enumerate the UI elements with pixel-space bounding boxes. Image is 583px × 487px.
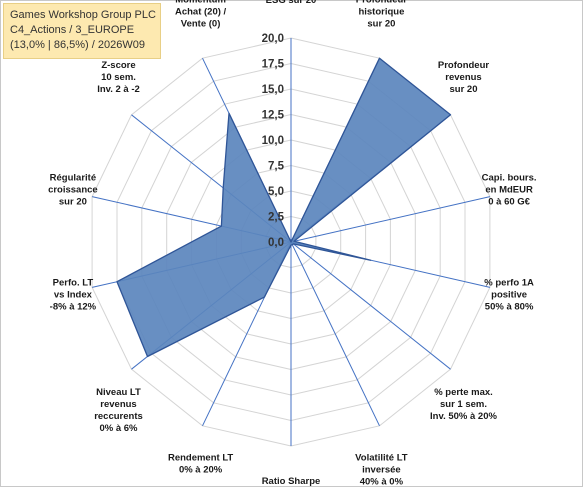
axis-label-line: sur 20 (367, 18, 395, 29)
axis-label-line: Régularité (50, 173, 96, 184)
tick-label: 0,0 (268, 237, 284, 249)
tick-label: 7,5 (268, 161, 285, 173)
axis-label-line: croissance (48, 185, 98, 196)
axis-label-line: revenus (100, 399, 136, 410)
axis-label-line: 40% à 0% (360, 477, 404, 487)
chart-title-box: Games Workshop Group PLC C4_Actions / 3_… (3, 3, 161, 59)
axis-label-line: 50% à 80% (485, 302, 534, 313)
tick-label: 15,0 (262, 84, 284, 96)
axis-label-line: Profondeur (356, 0, 407, 5)
tick-label: 17,5 (262, 59, 285, 71)
axis-label-line: historique (358, 6, 404, 17)
axis-label-line: % perte max. (434, 387, 493, 398)
axis-label-line: 0% à 6% (99, 423, 138, 434)
axis-label-line: Niveau LT (96, 387, 141, 398)
axis-label-group: NoteESG sur 20 (266, 0, 317, 6)
axis-label-group: % perte max.sur 1 sem.Inv. 50% à 20% (430, 387, 497, 422)
axis-label-line: inversée (362, 465, 401, 476)
axis-label-group: Rendement LT0% à 20% (168, 453, 233, 476)
axis-label-group: Profondeurhistoriquesur 20 (356, 0, 407, 29)
title-period: (13,0% | 86,5%) / 2026W09 (10, 39, 145, 51)
axis-label-line: revenus (445, 72, 481, 83)
radar-spoke (290, 241, 451, 370)
axis-label-line: Achat (20) / (175, 6, 227, 17)
axis-label-line: 0% à 20% (179, 465, 223, 476)
radar-tick-labels: 0,0 2,5 5,0 7,5 10,0 12,5 15,0 17,5 20,0 (262, 33, 285, 249)
axis-label-line: % perfo 1A (484, 278, 534, 289)
axis-label-line: sur 20 (450, 84, 478, 95)
radar-spoke (290, 196, 491, 243)
axis-label-line: Vente (0) (181, 18, 221, 29)
radar-spoke (290, 241, 380, 427)
axis-label-group: Ratio Sharpe0 à 1 (262, 476, 321, 487)
radar-series (116, 57, 452, 358)
axis-label-line: ESG sur 20 (266, 0, 317, 6)
axis-label-line: Rendement LT (168, 453, 233, 464)
axis-label-line: sur 20 (59, 197, 87, 208)
tick-label: 5,0 (268, 186, 284, 198)
radar-axis-labels: NoteESG sur 20Profondeurhistoriquesur 20… (48, 0, 536, 487)
axis-label-line: sur 1 sem. (440, 399, 487, 410)
title-company: Games Workshop Group PLC (10, 9, 156, 21)
axis-label-line: en MdEUR (485, 185, 533, 196)
tick-label: 10,0 (262, 135, 284, 147)
axis-label-line: Z-score (101, 60, 135, 71)
axis-label-line: 10 sem. (101, 72, 136, 83)
axis-label-group: MomentumAchat (20) /Vente (0) (175, 0, 227, 29)
axis-label-line: Inv. 50% à 20% (430, 411, 497, 422)
axis-label-line: vs Index (54, 290, 93, 301)
title-category: C4_Actions / 3_EUROPE (10, 24, 135, 36)
series-area (116, 57, 452, 358)
axis-label-line: -8% à 12% (50, 302, 97, 313)
axis-label-line: reccurents (94, 411, 143, 422)
axis-label-line: Ratio Sharpe (262, 476, 321, 487)
axis-label-line: 0 à 60 G€ (488, 197, 530, 208)
axis-label-line: Inv. 2 à -2 (97, 84, 140, 95)
axis-label-line: Profondeur (438, 60, 489, 71)
axis-label-line: Capi. bours. (482, 173, 537, 184)
axis-label-line: Perfo. LT (53, 278, 94, 289)
tick-label: 2,5 (268, 212, 285, 224)
axis-label-line: Volatilité LT (355, 453, 408, 464)
axis-label-line: positive (491, 290, 527, 301)
tick-label: 12,5 (262, 110, 285, 122)
tick-label: 20,0 (262, 33, 284, 45)
axis-label-line: Momentum (175, 0, 226, 5)
